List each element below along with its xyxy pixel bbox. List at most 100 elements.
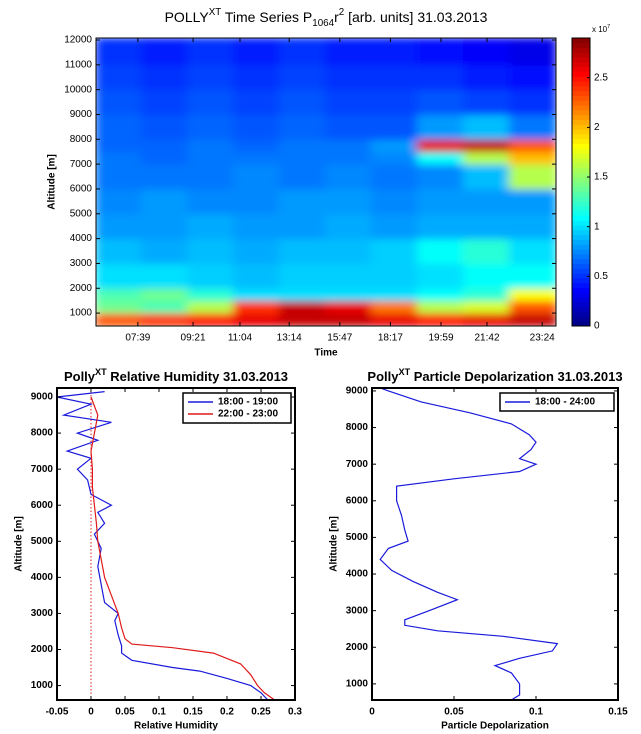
y-tick-label: 6000 <box>70 184 93 195</box>
y-tick-label: 5000 <box>70 208 93 219</box>
heatmap-cell <box>417 138 465 153</box>
heatmap-cell <box>325 213 373 240</box>
heatmap-cell <box>463 213 511 240</box>
x-tick-label: 21:42 <box>474 333 499 344</box>
heatmap-cell <box>96 113 143 140</box>
title: POLLYXT Time Series P1064r2 [arb. units]… <box>165 7 488 29</box>
colorbar-step <box>572 109 590 116</box>
heatmap-cell <box>233 113 281 140</box>
y-tick-label: 1000 <box>31 680 54 691</box>
heatmap-cell <box>279 238 327 264</box>
colorbar-step <box>572 152 590 159</box>
colorbar-step <box>572 143 590 149</box>
y-tick-label: 3000 <box>346 605 369 616</box>
heatmap-cell <box>141 312 189 326</box>
heatmap-cell <box>279 188 327 215</box>
heatmap-cell <box>371 138 419 153</box>
heatmap-cell <box>233 188 281 215</box>
y-tick-label: 8000 <box>31 428 54 439</box>
heatmap-cell <box>187 262 235 289</box>
heatmap-cell <box>141 138 189 153</box>
heatmap-cell <box>279 262 327 289</box>
heatmap-cell <box>371 38 419 66</box>
colorbar-step <box>572 176 590 183</box>
y-tick-label: 1000 <box>70 308 93 319</box>
heatmap-cell <box>279 89 327 115</box>
y-tick-label: 1000 <box>346 679 369 690</box>
y-tick-label: 9000 <box>70 109 93 120</box>
y-tick-label: 4000 <box>70 233 93 244</box>
heatmap-cell <box>279 163 327 190</box>
colorbar-step <box>572 61 590 68</box>
title-part: Particle Depolarization 31.03.2013 <box>410 369 622 384</box>
heatmap-cell <box>371 163 419 190</box>
heatmap-cell <box>187 213 235 240</box>
heatmap-cell <box>187 300 235 314</box>
heatmap-cell <box>325 38 373 66</box>
heatmap-cell <box>233 287 281 302</box>
title-part: XT <box>95 367 107 377</box>
colorbar-step <box>572 162 590 168</box>
colorbar-step <box>572 186 590 192</box>
colorbar-step <box>572 181 590 188</box>
heatmap-cell <box>96 89 143 115</box>
heatmap-cell <box>509 138 556 153</box>
profile-line <box>56 391 269 701</box>
heatmap-cell <box>463 312 511 326</box>
heatmap-cell <box>463 300 511 314</box>
legend-box <box>182 392 292 424</box>
heatmap-cell <box>325 89 373 115</box>
heatmap-cell <box>141 238 189 264</box>
heatmap-cell <box>141 287 189 302</box>
heatmap-cell <box>325 113 373 140</box>
x-tick-label: 0.1 <box>152 707 166 718</box>
heatmap-cell <box>463 262 511 289</box>
x-tick-label: 13:14 <box>277 333 302 344</box>
title-part: Polly <box>367 369 399 384</box>
heatmap-cell <box>509 262 556 289</box>
colorbar-step <box>572 239 590 245</box>
x-tick-label: 0 <box>88 707 94 718</box>
colorbar-step <box>572 66 590 72</box>
title-part: Time Series P <box>221 9 312 25</box>
heatmap-cell <box>417 113 465 140</box>
heatmap-cell <box>325 163 373 190</box>
colorbar-step <box>572 52 590 58</box>
y-tick-label: 7000 <box>31 464 54 475</box>
heatmap-cell <box>463 38 511 66</box>
heatmap-cell <box>463 238 511 264</box>
heatmap-cell <box>96 138 143 153</box>
colorbar-step <box>572 148 590 154</box>
title-part: r <box>334 9 339 25</box>
colorbar-step <box>572 248 590 255</box>
heatmap-cell <box>187 151 235 165</box>
heatmap-cell <box>325 151 373 165</box>
heatmap-cell <box>96 213 143 240</box>
colorbar-step <box>572 244 590 250</box>
heatmap-cell <box>233 64 281 91</box>
heatmap-cell <box>371 151 419 165</box>
heatmap-cell <box>417 300 465 314</box>
colorbar-step <box>572 287 590 293</box>
x-tick-label: 11:04 <box>228 333 253 344</box>
colorbar-step <box>572 128 590 135</box>
colorbar-step <box>572 157 590 164</box>
y-tick-label: 3000 <box>70 258 93 269</box>
y-tick-label: 2000 <box>70 283 93 294</box>
heatmap-cell <box>417 213 465 240</box>
colorbar-step <box>572 210 590 216</box>
colorbar-tick-label: 0.5 <box>594 271 608 282</box>
colorbar-step <box>572 306 590 312</box>
heatmap-cell <box>325 188 373 215</box>
heatmap-cell <box>187 312 235 326</box>
heatmap-cell <box>417 262 465 289</box>
x-tick-label: 0.1 <box>529 707 543 718</box>
heatmap-cell <box>463 89 511 115</box>
title-part: POLLY <box>165 9 210 25</box>
heatmap-cell <box>325 300 373 314</box>
legend-label: 18:00 - 19:00 <box>218 397 278 408</box>
y-tick-label: 4000 <box>31 572 54 583</box>
y-tick-label: 2000 <box>31 644 54 655</box>
y-tick-label: 11000 <box>65 59 93 70</box>
